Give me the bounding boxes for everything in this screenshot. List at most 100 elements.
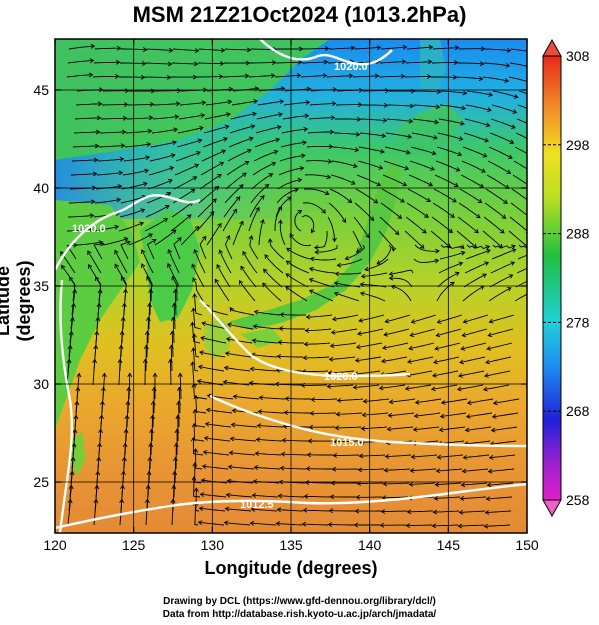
streamline-arrowhead — [374, 73, 380, 79]
streamline — [486, 174, 510, 189]
streamline — [328, 47, 355, 50]
streamline — [514, 293, 527, 302]
streamline-arrowhead — [341, 218, 347, 224]
streamline-arrowhead — [347, 198, 353, 204]
streamline-arrowhead — [92, 171, 98, 177]
streamline — [197, 76, 223, 78]
streamline-arrowhead — [201, 321, 207, 327]
streamline — [466, 244, 490, 250]
streamline — [229, 307, 255, 316]
streamline — [483, 62, 510, 67]
streamline — [253, 325, 280, 330]
streamline-arrowhead — [328, 508, 334, 514]
streamline — [230, 112, 257, 120]
asia-mainland — [55, 39, 330, 160]
streamline-arrowhead — [336, 398, 342, 403]
streamline-arrowhead — [381, 133, 387, 139]
streamline — [279, 327, 305, 330]
streamline-arrowhead — [536, 126, 540, 130]
streamline — [224, 48, 251, 51]
streamline — [333, 454, 360, 456]
streamline — [153, 103, 180, 106]
streamline-arrowhead — [71, 442, 77, 448]
streamline-arrowhead — [170, 153, 176, 158]
streamline — [285, 286, 308, 302]
streamline-arrowhead — [331, 466, 337, 472]
streamline — [252, 494, 279, 498]
streamline — [330, 342, 357, 347]
streamline — [328, 524, 354, 526]
streamline-arrowhead — [144, 168, 149, 174]
streamline — [382, 174, 407, 186]
streamline-arrowhead — [151, 386, 157, 392]
streamline — [353, 384, 380, 389]
streamline — [69, 276, 76, 302]
streamline — [225, 352, 252, 358]
streamline — [71, 159, 98, 162]
streamline-arrowhead — [170, 498, 176, 504]
streamline — [74, 117, 101, 120]
streamline — [334, 292, 360, 302]
streamline-arrowhead — [242, 250, 247, 256]
streamline — [145, 62, 172, 65]
streamline-arrowhead — [359, 439, 365, 445]
streamline — [357, 160, 383, 169]
streamline — [488, 328, 514, 337]
streamline — [70, 303, 75, 330]
streamline-arrowhead — [192, 176, 198, 181]
streamline — [176, 139, 202, 148]
streamline — [141, 263, 153, 288]
streamline — [171, 331, 174, 358]
streamline — [383, 160, 409, 170]
streamline — [353, 216, 370, 238]
streamline — [385, 454, 412, 458]
streamline — [462, 328, 488, 337]
streamline — [463, 454, 490, 459]
streamline — [93, 499, 97, 526]
streamline — [345, 244, 366, 260]
streamline — [435, 160, 460, 172]
streamline — [92, 225, 119, 232]
streamline — [304, 174, 331, 178]
streamline — [222, 209, 237, 232]
streamline — [240, 266, 257, 288]
streamline-arrowhead — [125, 400, 131, 406]
streamline-arrowhead — [164, 205, 170, 210]
streamline — [464, 118, 490, 127]
isobar-1012-5 — [55, 482, 527, 530]
x-tick-label: 130 — [201, 537, 225, 553]
streamline-arrowhead — [96, 456, 102, 462]
streamline-arrowhead — [486, 345, 492, 351]
streamline — [76, 241, 103, 246]
streamline-arrowhead — [529, 200, 533, 204]
streamline — [488, 287, 512, 302]
isobar-1015 — [209, 394, 527, 448]
streamline-arrowhead — [229, 306, 235, 312]
streamline-arrowhead — [431, 523, 437, 529]
streamline-arrowhead — [408, 345, 414, 351]
streamline — [100, 117, 127, 120]
streamline — [223, 196, 241, 218]
streamline-arrowhead — [140, 74, 146, 80]
streamline-arrowhead — [73, 414, 79, 420]
streamline — [289, 233, 312, 247]
streamline — [177, 127, 204, 134]
streamline — [518, 244, 527, 249]
isobar-west-coast — [58, 279, 74, 533]
streamline — [408, 174, 433, 187]
streamline-arrowhead — [296, 73, 302, 78]
streamline-arrowhead — [405, 149, 411, 155]
streamline-arrowhead — [124, 88, 130, 94]
streamline — [407, 356, 434, 363]
streamline — [414, 90, 441, 93]
streamline — [302, 370, 329, 373]
streamline — [404, 76, 431, 78]
streamline-arrowhead — [69, 316, 75, 322]
shikoku — [240, 328, 282, 348]
streamline — [195, 488, 200, 512]
streamline-arrowhead — [152, 372, 158, 378]
streamline-arrowhead — [253, 465, 259, 470]
streamline — [204, 113, 231, 120]
isobar-label-north: 1020.0 — [334, 61, 368, 73]
